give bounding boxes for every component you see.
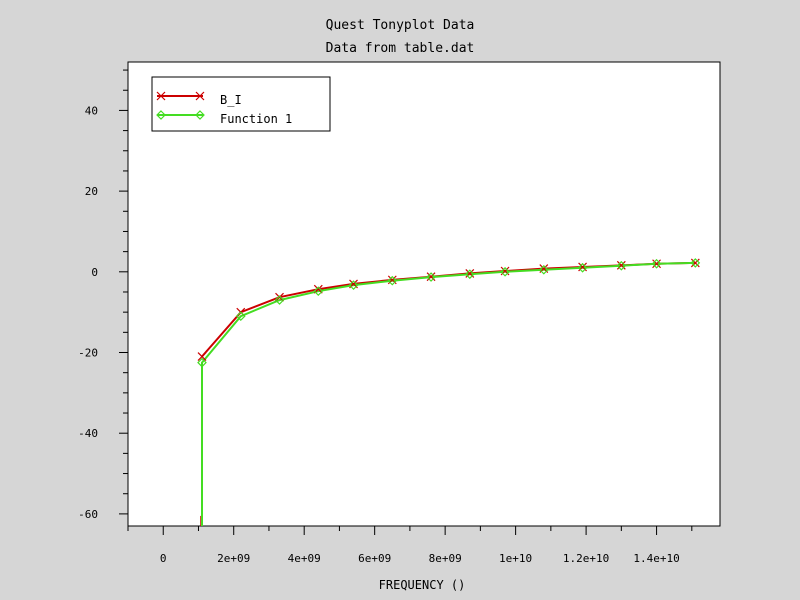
x-tick-label: 1e+10 (499, 552, 532, 565)
legend-label-b-i: B_I (220, 93, 242, 107)
data-point-b-i (652, 259, 661, 269)
legend-marker-point (195, 110, 205, 120)
x-tick-label: 4e+09 (288, 552, 321, 565)
plot-area (127, 61, 721, 527)
data-point-function-1 (313, 286, 324, 297)
legend-marker-b-i (156, 91, 205, 101)
y-tick-label: 40 (85, 104, 98, 117)
legend-box (151, 76, 331, 132)
y-tick-label: 20 (85, 185, 98, 198)
legend-marker-function-1 (156, 110, 205, 120)
data-point-function-1 (577, 262, 588, 273)
chart-subtitle: Data from table.dat (326, 41, 475, 56)
legend: B_I Function 1 (151, 76, 331, 132)
chart-title: Quest Tonyplot Data (326, 18, 475, 33)
y-tick-label: -40 (78, 427, 98, 440)
data-point-function-1 (197, 357, 207, 368)
legend-marker-point (156, 110, 166, 120)
x-tick-label: 6e+09 (358, 552, 391, 565)
data-point-function-1 (464, 269, 475, 280)
x-tick-label: 8e+09 (429, 552, 462, 565)
data-point-b-i (426, 272, 436, 282)
data-point-b-i (616, 260, 626, 270)
legend-marker-point (195, 91, 205, 101)
data-point-function-1 (651, 258, 662, 269)
data-point-function-1 (690, 258, 701, 268)
data-point-b-i (275, 292, 284, 302)
x-tick-label: 2e+09 (217, 552, 250, 565)
y-tick-label: -20 (78, 347, 98, 360)
x-tick-label: 0 (160, 552, 167, 565)
data-point-function-1 (274, 295, 285, 305)
y-tick-label: -60 (78, 508, 98, 521)
x-axis-label: FREQUENCY () (379, 578, 466, 592)
data-point-function-1 (538, 264, 549, 275)
data-point-function-1 (235, 311, 246, 322)
y-axis: -60 -40 -20 0 20 40 (78, 69, 128, 521)
data-point-function-1 (500, 266, 510, 277)
data-point-function-1 (348, 280, 359, 290)
data-point-function-1 (426, 272, 436, 282)
data-point-function-1 (616, 260, 627, 271)
data-point-function-1 (387, 275, 398, 286)
y-tick-label: 0 (91, 266, 98, 279)
x-tick-label: 1.2e+10 (563, 552, 609, 565)
legend-marker-point (156, 91, 166, 101)
data-point-b-i (197, 352, 207, 361)
x-tick-label: 1.4e+10 (633, 552, 679, 565)
legend-label-function-1: Function 1 (220, 112, 292, 126)
series-layer (197, 258, 701, 526)
x-axis: 0 2e+09 4e+09 6e+09 8e+09 1e+10 1.2e+10 1.4e+10 (127, 526, 693, 565)
data-point-b-i (690, 258, 700, 268)
